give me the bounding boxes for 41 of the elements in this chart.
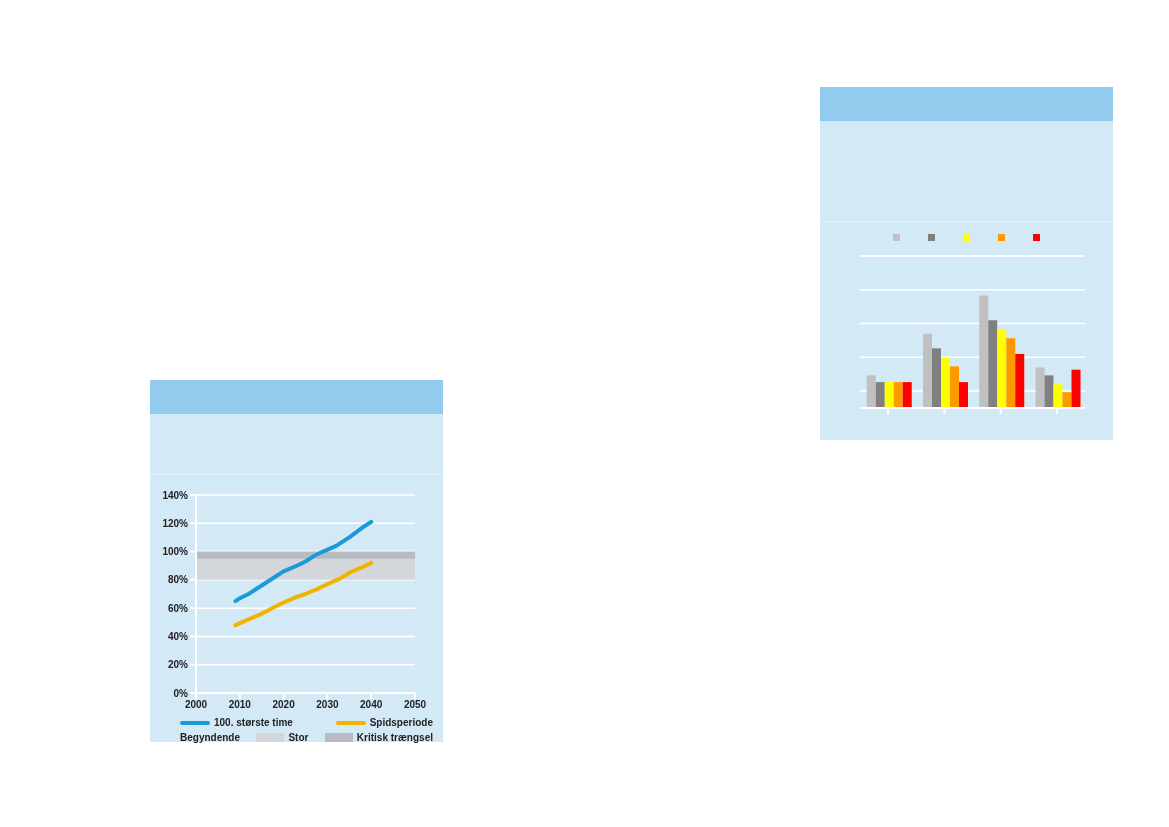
bar [1044,375,1054,408]
y-tick-label: 40% [167,630,189,642]
bar [979,295,989,408]
bar [1071,369,1081,408]
y-tick-label: 0% [173,687,189,699]
bar [893,382,903,408]
y-tick-label: 60% [167,602,189,614]
legend-label: Kritisk trængsel [355,732,433,743]
y-tick-label: 20% [167,659,189,671]
bar [1006,338,1016,408]
x-tick-label: 2020 [272,699,296,711]
legend-label: Stor [287,732,309,743]
bar [1062,392,1072,408]
y-tick-label: 80% [167,574,189,586]
x-tick-label: 2030 [316,699,339,711]
bar [902,382,912,408]
legend-label: 100. største time [213,717,293,728]
bar [950,366,959,408]
y-tick-label: 120% [162,517,189,529]
bar [1015,353,1025,408]
legend-label: Spidsperiode [368,717,433,728]
bar [941,357,950,408]
x-tick-label: 2040 [360,699,383,711]
x-tick-label: 2000 [184,699,208,711]
bar [988,320,998,408]
bar [1053,384,1063,408]
line-series [233,519,374,604]
line-series [233,560,374,628]
y-tick-label: 100% [162,546,189,558]
bar [959,382,968,408]
bar [923,333,932,408]
bar [866,375,876,408]
text: Begyndende [180,732,241,743]
bar [932,348,941,408]
x-tick-label: 2050 [403,699,427,711]
bar [1035,367,1045,408]
y-tick-label: 140% [162,489,189,501]
bar [997,329,1007,408]
bar [884,382,894,408]
x-tick-label: 2010 [228,699,252,711]
bar [875,382,885,408]
